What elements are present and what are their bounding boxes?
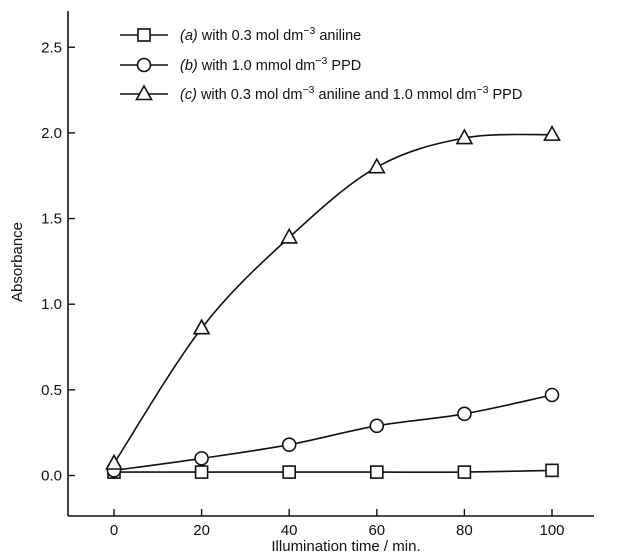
data-point-circle	[281, 437, 297, 452]
x-tick-label: 0	[110, 522, 118, 539]
y-tick-label: 1.0	[41, 296, 62, 313]
legend-marker-square	[137, 28, 151, 42]
legend: (a) with 0.3 mol dm−3 aniline (b) with 1.…	[120, 25, 522, 103]
legend-label: (a) with 0.3 mol dm−3 aniline	[180, 25, 361, 44]
x-tick-label: 100	[539, 522, 564, 539]
data-point-circle	[194, 451, 209, 466]
data-point-square	[457, 465, 472, 479]
y-tick-label: 2.5	[41, 39, 62, 56]
data-point-square	[545, 463, 559, 478]
x-tick-label: 40	[281, 522, 298, 539]
data-point-triangle	[543, 124, 561, 141]
legend-marker-triangle	[135, 84, 153, 101]
y-tick-label: 2.0	[41, 125, 62, 142]
x-tick-label: 80	[456, 522, 473, 539]
y-tick-label: 0.5	[41, 382, 62, 399]
data-point-square	[369, 465, 384, 479]
axes: 0 20 40 60 80 100 0.0 0.5 1.0 1.5 2.0 2.5	[41, 11, 594, 539]
y-tick-label: 1.5	[41, 211, 62, 228]
data-point-triangle	[105, 453, 123, 470]
y-axis-title: Absorbance	[9, 222, 26, 302]
x-axis-title: Illumination time / min.	[271, 538, 420, 555]
data-point-circle	[544, 387, 560, 403]
series-line-square	[114, 469, 553, 474]
y-tick-label: 0.0	[41, 468, 62, 485]
data-point-square	[194, 465, 209, 479]
series-markers	[105, 124, 561, 479]
series-line-circle	[113, 394, 553, 472]
data-point-triangle	[367, 157, 386, 174]
x-tick-label: 20	[193, 522, 210, 539]
legend-marker-circle	[136, 57, 152, 73]
data-point-circle	[369, 418, 385, 434]
series-line-triangle	[113, 133, 553, 464]
x-tick-label: 60	[368, 522, 385, 539]
data-point-triangle	[192, 318, 211, 335]
series-curves	[113, 133, 553, 474]
data-point-square	[282, 465, 297, 479]
data-point-triangle	[455, 128, 474, 145]
data-point-triangle	[280, 227, 299, 244]
legend-label: (c) with 0.3 mol dm−3 aniline and 1.0 mm…	[180, 84, 522, 103]
data-point-circle	[457, 406, 472, 422]
legend-label: (b) with 1.0 mmol dm−3 PPD	[180, 55, 361, 74]
